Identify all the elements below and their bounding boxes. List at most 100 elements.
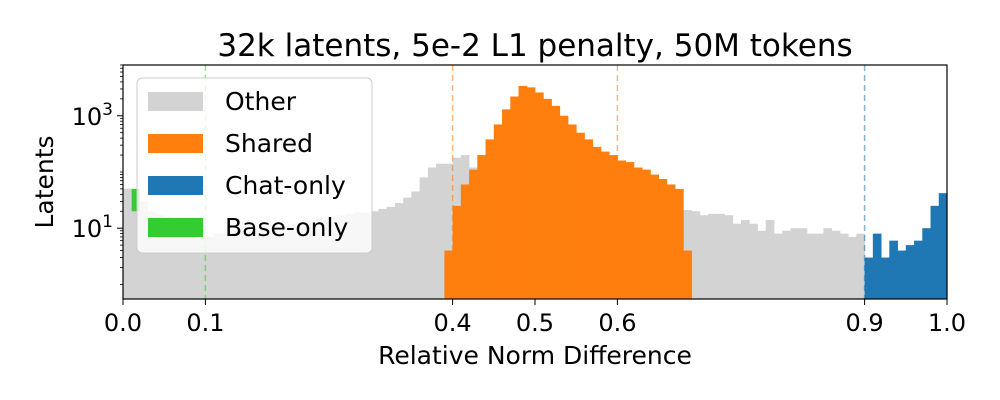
bar-other (361, 212, 371, 299)
bar-other (123, 188, 132, 299)
bar-other (427, 167, 437, 299)
bar-other (831, 230, 841, 299)
bar-other (131, 211, 140, 299)
legend-swatch-chat-only (148, 176, 203, 195)
bar-other (419, 177, 429, 299)
x-axis-label: Relative Norm Difference (378, 341, 692, 370)
bar-other (345, 213, 355, 299)
bar-other (411, 191, 421, 299)
bar-other (320, 216, 330, 299)
bar-other (394, 203, 404, 299)
bar-other (839, 233, 849, 299)
bar-shared (559, 115, 569, 300)
bar-shared (567, 124, 577, 299)
bar-chat-only (872, 233, 882, 299)
bar-shared (502, 109, 511, 299)
series-shared (444, 85, 692, 300)
bar-other (254, 228, 264, 299)
bar-shared (609, 155, 618, 299)
y-tick-label: 101 (72, 212, 113, 243)
bar-other (197, 228, 206, 299)
bar-other (749, 223, 758, 299)
bar-other (188, 228, 198, 299)
bar-other (436, 163, 445, 299)
x-tick-label: 0.5 (516, 309, 554, 337)
bar-shared (551, 105, 561, 300)
bar-other (823, 228, 833, 299)
x-tick-label: 0.9 (846, 309, 884, 337)
bar-shared (526, 87, 536, 300)
bar-shared (600, 151, 610, 299)
series-chat-only (864, 193, 948, 299)
bar-other (790, 228, 800, 299)
bar-other (180, 223, 190, 299)
x-tick-label: 0.4 (434, 309, 472, 337)
bar-shared (518, 85, 528, 299)
bar-other (757, 230, 767, 299)
bar-other (304, 219, 313, 299)
y-axis: 101 103 (72, 64, 123, 285)
bar-chat-only (881, 257, 890, 299)
bar-other (329, 216, 338, 299)
bar-chat-only (889, 240, 898, 299)
bar-other (353, 212, 363, 299)
bar-other (279, 225, 289, 299)
legend-label-base-only: Base-only (225, 213, 348, 242)
x-tick-label: 0.0 (104, 309, 142, 337)
bar-other (246, 230, 256, 299)
bar-shared (642, 169, 651, 299)
bar-other (732, 223, 742, 299)
bar-chat-only (922, 228, 931, 299)
bar-other (773, 233, 783, 299)
bar-chat-only (905, 245, 915, 299)
bar-shared (460, 184, 470, 299)
bar-other (263, 228, 272, 299)
bar-chat-only (864, 257, 874, 299)
bar-chat-only (938, 193, 948, 299)
bar-shared (650, 174, 659, 299)
bar-shared (633, 167, 643, 299)
bar-other (271, 225, 280, 299)
bar-other (765, 219, 775, 299)
x-tick-label: 0.1 (186, 309, 224, 337)
bar-shared (452, 205, 462, 299)
threshold-lines (204, 65, 866, 299)
legend-box (136, 77, 373, 254)
histogram-bars (123, 85, 948, 300)
bar-shared (485, 139, 495, 299)
y-axis-label: Latents (30, 135, 59, 228)
bar-other (155, 213, 165, 299)
bar-shared (510, 96, 519, 300)
bar-shared (576, 132, 585, 299)
bar-shared (675, 188, 684, 299)
bar-other (312, 218, 322, 299)
bar-other (699, 215, 709, 299)
bar-other (782, 230, 791, 299)
bar-chat-only (897, 250, 907, 299)
bar-other (147, 211, 157, 299)
bar-shared (658, 179, 668, 299)
legend-label-other: Other (225, 87, 297, 116)
bar-other (337, 215, 346, 299)
bar-shared (535, 92, 544, 299)
bar-other (848, 236, 857, 299)
bar-shared (666, 184, 676, 299)
bar-other (798, 228, 808, 299)
chart-title: 32k latents, 5e-2 L1 penalty, 50M tokens (217, 28, 852, 64)
bar-shared (683, 250, 692, 299)
bar-other (403, 197, 412, 299)
legend-swatch-other (148, 92, 203, 111)
bar-shared (584, 139, 594, 299)
bar-other (806, 233, 816, 299)
bar-chat-only (930, 205, 940, 299)
bar-other (172, 219, 182, 299)
bar-other (691, 211, 701, 299)
chart-legend: Other Shared Chat-only Base-only (136, 77, 373, 254)
x-tick-label: 0.6 (598, 309, 636, 337)
bar-other (815, 233, 824, 299)
bar-shared (469, 169, 478, 299)
bar-shared (625, 162, 635, 299)
bar-other (221, 233, 231, 299)
bar-other (444, 163, 453, 299)
